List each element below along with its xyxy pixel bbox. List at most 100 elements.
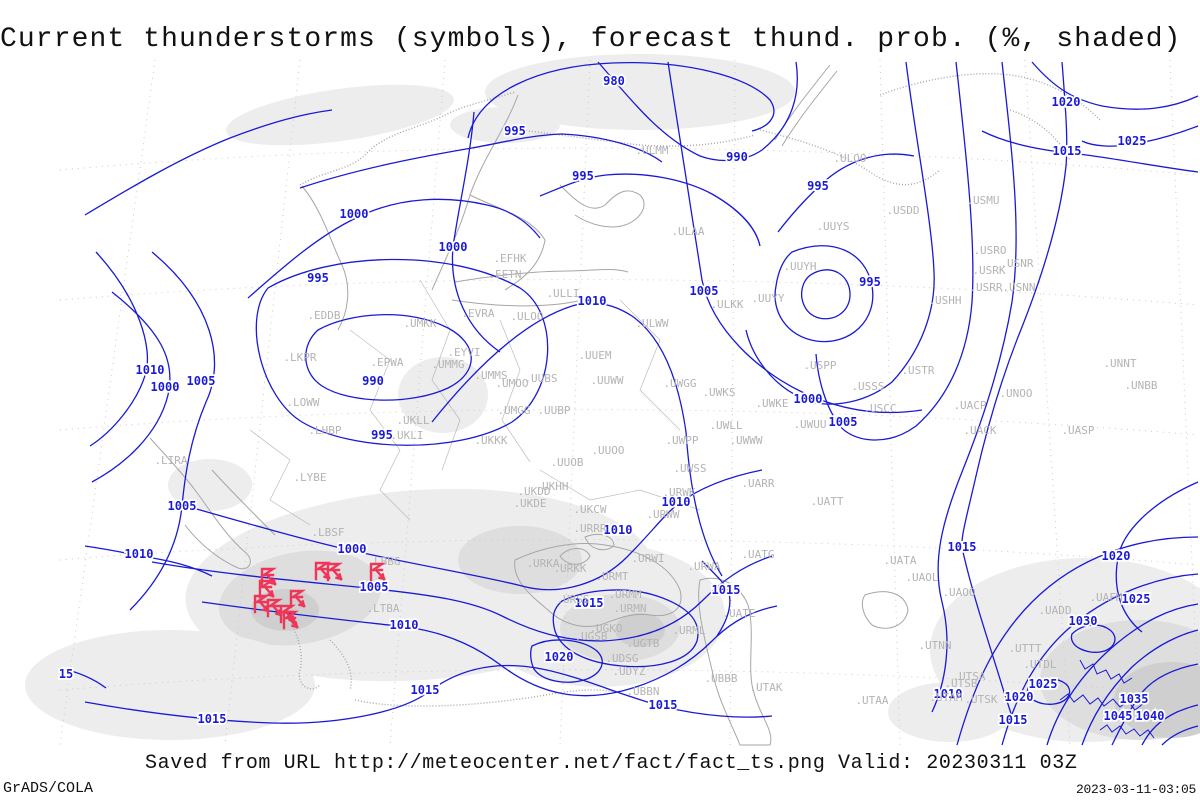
station-label: .UBBN (626, 685, 659, 698)
isobar-label: 1005 (690, 284, 719, 298)
station-label: .UATE (722, 607, 755, 620)
station-label: .USRK (972, 264, 1005, 277)
station-label: .UMOO (495, 377, 528, 390)
isobar-label: 1025 (1029, 677, 1058, 691)
station-label: .LBBG (367, 555, 400, 568)
station-label: .EETN (488, 268, 521, 281)
station-label: .UUWW (590, 374, 623, 387)
station-label: .URMM (608, 588, 641, 601)
station-labels: .ULMM .ULOO .EFHK .EETN .ULAA .UUYS .UUYH .UUYY… (154, 144, 1157, 707)
station-label: .UMKK (403, 317, 436, 330)
station-label: .EVRA (461, 307, 494, 320)
station-label: .UMMG (431, 358, 464, 371)
isobar-label: 1015 (999, 713, 1028, 727)
isobars (59, 61, 1199, 746)
isobar-label: 1010 (136, 363, 165, 377)
station-label: .URKA (526, 557, 559, 570)
isobar-label: 1015 (411, 683, 440, 697)
isobar-label: 1040 (1136, 709, 1165, 723)
station-label: .USMU (966, 194, 999, 207)
station-label: .UNOO (999, 387, 1032, 400)
station-label: .UWUU (793, 418, 826, 431)
station-label: .ULMM (635, 144, 668, 157)
isobar-label: 1000 (439, 240, 468, 254)
isobar-label: 1010 (125, 547, 154, 561)
isobar-label: 995 (572, 169, 594, 183)
station-label: .UATG (741, 548, 774, 561)
station-label: .LBSF (311, 526, 344, 539)
station-label: .ULKK (710, 298, 743, 311)
station-label: .UTSK (964, 693, 997, 706)
station-label: .LKPR (283, 351, 316, 364)
isobar-label: 1005 (168, 499, 197, 513)
station-label: .UTTT (1008, 642, 1041, 655)
isobar-label: 1010 (604, 523, 633, 537)
isobar-label: 1000 (340, 207, 369, 221)
station-label: .URWA (687, 560, 720, 573)
station-label: .LOWW (286, 396, 319, 409)
station-label: .UWGG (663, 377, 696, 390)
isobar-label: 1010 (934, 687, 963, 701)
isobar-label: 995 (504, 124, 526, 138)
station-label: .UTAK (749, 681, 782, 694)
station-label: .UKKK (474, 434, 507, 447)
isobar-label: 1015 (948, 540, 977, 554)
station-label: .URKK (553, 562, 586, 575)
station-label: .UMMS (474, 369, 507, 382)
station-label: .USNN (1002, 281, 1035, 294)
station-label: .UUOB (550, 456, 583, 469)
station-label: .LHBP (308, 424, 341, 437)
station-label: .UUBP (537, 404, 570, 417)
isobar-label: 1010 (578, 294, 607, 308)
isobar-label: 995 (807, 179, 829, 193)
isobar-label: 1015 (198, 712, 227, 726)
station-label: .EFHK (493, 252, 526, 265)
station-label: .ULAA (671, 225, 704, 238)
isobar-label: 1005 (829, 415, 858, 429)
station-label: .UGKO (589, 622, 622, 635)
graticule (59, 59, 1199, 746)
station-label: .UNNT (1103, 357, 1136, 370)
station-label: .URMN (613, 602, 646, 615)
station-label: .UTSB (944, 677, 977, 690)
station-label: .UWSS (673, 462, 706, 475)
station-label: .UKHH (535, 480, 568, 493)
station-label: .USDD (886, 204, 919, 217)
isobar-label: 1035 (1120, 692, 1149, 706)
station-label: .UATT (810, 495, 843, 508)
station-label: .USSS (851, 380, 884, 393)
station-label: .UAFM (1089, 591, 1122, 604)
isobar-label: 1020 (1005, 690, 1034, 704)
station-label: .UDSG (605, 652, 638, 665)
station-label: .UADD (1038, 604, 1071, 617)
station-label: .UTDL (1023, 658, 1056, 671)
station-label: .ULOO (833, 152, 866, 165)
station-label: .UASP (1061, 424, 1094, 437)
isobar-label: 1015 (649, 698, 678, 712)
isobar-label: 1000 (151, 380, 180, 394)
station-label: .UUYY (751, 292, 784, 305)
isobar-label: 1015 (712, 583, 741, 597)
saved-url-text: Saved from URL http://meteocenter.net/fa… (145, 752, 826, 775)
station-label: .UARR (741, 477, 774, 490)
station-label: .UTAA (855, 694, 888, 707)
station-label: .UKLI (390, 429, 423, 442)
station-label: .UTAM (929, 691, 962, 704)
station-label: .UAOL (905, 571, 938, 584)
station-label: .ULLI (546, 287, 579, 300)
isobar-label: 1000 (338, 542, 367, 556)
station-label: .UDYZ (612, 665, 645, 678)
grads-credit: GrADS/COLA (3, 780, 94, 797)
station-label: .UGTB (626, 637, 659, 650)
station-label: .UWLL (709, 419, 742, 432)
isobar-label: 1020 (545, 650, 574, 664)
isobar-label: 1025 (1118, 134, 1147, 148)
station-label: .UACP (953, 399, 986, 412)
station-label: .UUEM (578, 349, 611, 362)
isobar-label: 1020 (1102, 549, 1131, 563)
station-label: .UUBS (524, 372, 557, 385)
station-label: .UAOO (942, 586, 975, 599)
isobar-label: 1020 (1052, 95, 1081, 109)
